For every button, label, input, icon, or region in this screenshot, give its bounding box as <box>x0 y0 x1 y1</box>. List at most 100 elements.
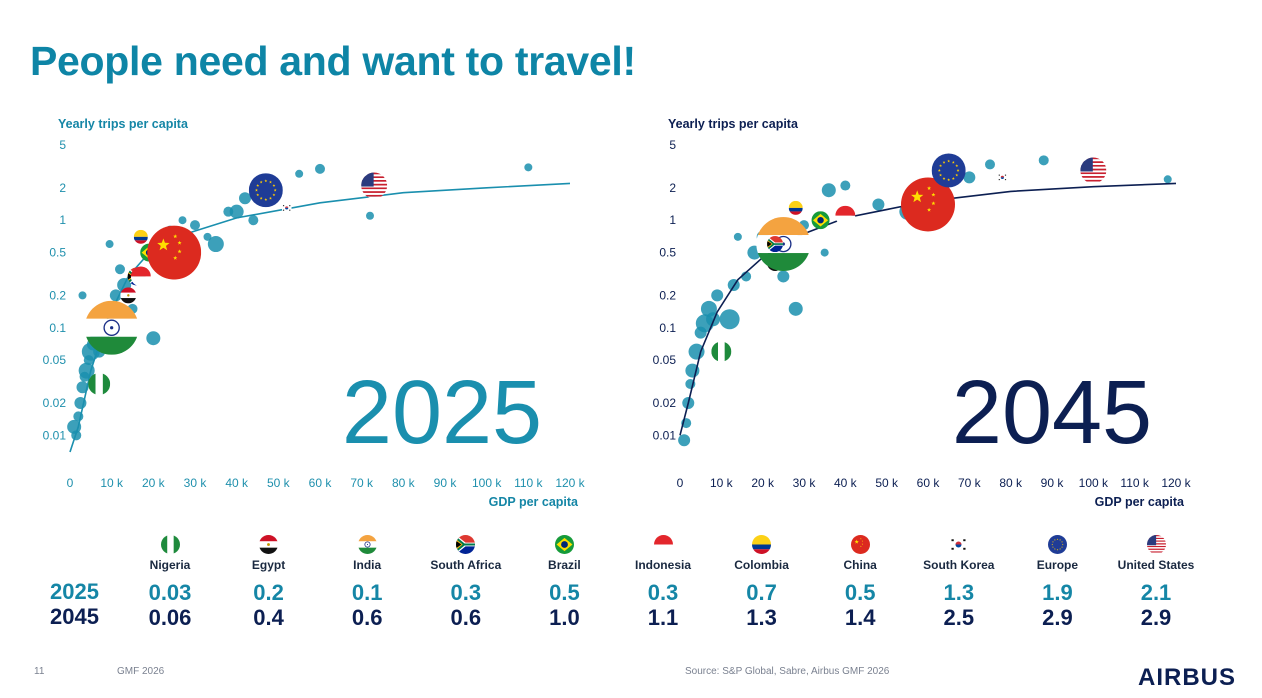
data-bubble <box>733 232 742 241</box>
y-tick-label: 1 <box>669 213 676 227</box>
data-bubble <box>688 343 705 360</box>
country-column-south-korea: South Korea 1.3 2.5 <box>909 535 1009 630</box>
x-tick-label: 30 k <box>793 476 817 490</box>
data-bubble <box>985 159 995 170</box>
data-bubble <box>295 169 304 178</box>
x-tick-label: 10 k <box>100 476 124 490</box>
data-bubble <box>76 381 89 394</box>
egypt-flag-icon <box>259 535 279 554</box>
value-2025: 2.1 <box>1140 580 1172 605</box>
x-tick-label: 0 <box>677 476 684 490</box>
country-name: Europe <box>1036 558 1079 572</box>
x-tick-label: 60 k <box>309 476 333 490</box>
country-name: Brazil <box>548 558 581 572</box>
value-2025: 1.9 <box>1042 580 1073 605</box>
country-column-brazil: Brazil 0.5 1.0 <box>514 535 614 630</box>
y-tick-label: 5 <box>669 138 676 152</box>
x-tick-label: 50 k <box>267 476 291 490</box>
value-2025: 0.2 <box>253 580 284 605</box>
data-bubble <box>315 163 325 174</box>
y-tick-label: 0.05 <box>43 353 67 367</box>
data-bubble <box>239 192 251 205</box>
x-tick-label: 80 k <box>999 476 1023 490</box>
data-bubble <box>1038 155 1049 166</box>
y-tick-label: 0.01 <box>43 428 67 442</box>
x-tick-label: 60 k <box>917 476 941 490</box>
egypt-flag <box>120 287 137 304</box>
data-bubble <box>719 309 740 330</box>
china-flag <box>850 535 870 554</box>
europe-flag <box>1047 535 1067 554</box>
x-tick-label: 20 k <box>142 476 166 490</box>
data-bubble <box>105 240 114 249</box>
data-bubble <box>366 211 374 220</box>
nigeria-flag <box>160 535 180 554</box>
south-korea-flag <box>949 535 969 554</box>
colombia-flag-icon <box>752 535 772 554</box>
y-axis-label: Yearly trips per capita <box>58 117 189 131</box>
nigeria-flag-icon <box>160 535 180 554</box>
united-states-flag <box>1080 157 1107 184</box>
x-tick-label: 70 k <box>958 476 982 490</box>
country-name: Indonesia <box>634 558 691 572</box>
y-tick-label: 0.1 <box>49 321 66 335</box>
y-tick-label: 5 <box>59 138 66 152</box>
data-bubble <box>109 289 122 302</box>
value-2025: 0.7 <box>746 580 777 605</box>
south-africa-flag-icon <box>456 535 476 554</box>
india-flag <box>756 217 811 272</box>
value-2045: 2.9 <box>1140 605 1172 630</box>
x-tick-label: 120 k <box>555 476 585 490</box>
year-label: 2045 <box>952 363 1152 463</box>
china-flag-icon <box>850 535 870 554</box>
y-tick-label: 0.5 <box>659 246 676 260</box>
chart-2025: Yearly trips per capita 5 2 1 0.5 0.2 0.1 0.05 0… <box>43 117 586 509</box>
x-tick-label: 30 k <box>184 476 208 490</box>
nigeria-flag <box>711 341 732 362</box>
value-2045: 1.3 <box>746 605 777 630</box>
europe-flag <box>931 153 966 188</box>
nigeria-flag <box>88 373 111 396</box>
y-tick-label: 1 <box>59 213 66 227</box>
x-tick-label: 90 k <box>434 476 458 490</box>
data-bubble <box>203 232 212 241</box>
chart-2045: Yearly trips per capita 5 2 1 0.5 0.2 0.1 0.05 0… <box>653 117 1192 509</box>
page-title: People need and want to travel! <box>30 38 636 84</box>
value-2025: 0.3 <box>647 580 679 605</box>
value-2045: 1.0 <box>549 605 580 630</box>
country-column-europe: Europe 1.9 2.9 <box>1007 535 1107 630</box>
y-tick-label: 0.2 <box>49 288 66 302</box>
country-name: South Africa <box>430 558 502 572</box>
x-tick-label: 0 <box>67 476 74 490</box>
indonesia-flag <box>835 205 856 226</box>
data-bubble <box>706 312 721 327</box>
europe-flag <box>248 173 283 208</box>
country-name: Egypt <box>251 558 286 572</box>
row-label-2045: 2045 <box>50 604 99 629</box>
country-name: Nigeria <box>149 558 191 572</box>
page-number: 11 <box>34 666 45 677</box>
x-tick-label: 100 k <box>1079 476 1109 490</box>
x-tick-label: 110 k <box>514 476 543 490</box>
india-flag-icon <box>357 535 377 554</box>
data-bubble <box>821 183 836 198</box>
x-tick-label: 40 k <box>834 476 858 490</box>
brazil-flag <box>554 535 574 554</box>
source-note: Source: S&P Global, Sabre, Airbus GMF 20… <box>685 666 890 677</box>
indonesia-flag-icon <box>653 535 673 554</box>
doc-label: GMF 2026 <box>117 666 165 677</box>
x-tick-label: 90 k <box>1041 476 1065 490</box>
country-name: China <box>843 558 877 572</box>
year-label: 2025 <box>342 363 542 463</box>
indonesia-flag <box>653 535 673 554</box>
value-2025: 1.3 <box>943 580 975 605</box>
value-2025: 0.5 <box>844 580 876 605</box>
value-2025: 0.5 <box>549 580 580 605</box>
data-bubble <box>711 289 724 302</box>
south-korea-flag-icon <box>949 535 969 554</box>
x-tick-label: 40 k <box>225 476 249 490</box>
value-2045: 1.1 <box>647 605 679 630</box>
india-flag <box>84 300 139 355</box>
south-korea-flag <box>281 202 292 213</box>
data-bubble <box>777 270 790 283</box>
